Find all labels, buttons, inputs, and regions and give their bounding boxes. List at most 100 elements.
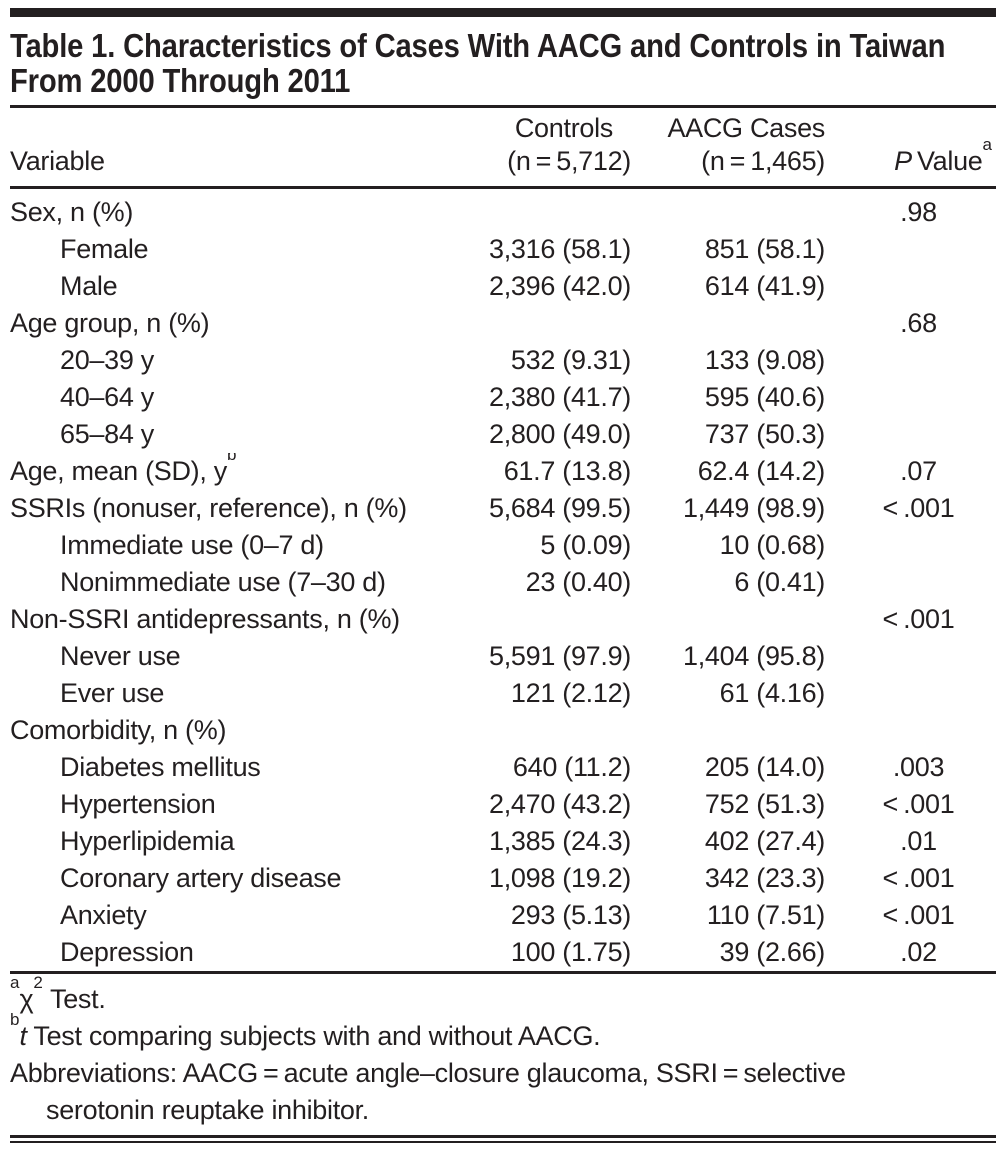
- cases-value: 342 (23.3): [704, 863, 825, 893]
- cases-value: [655, 601, 855, 638]
- table-row: 65–84 y 2,800 (49.0) 737 (50.3): [10, 416, 996, 453]
- table-row: Coronary artery disease 1,098 (19.2) 342 (…: [10, 860, 996, 897]
- table-row: Male 2,396 (42.0) 614 (41.9): [10, 268, 996, 305]
- footnotes-block: aχ2 Test. bt Test comparing subjects wit…: [10, 974, 996, 1129]
- controls-value: 2,470 (43.2): [489, 789, 631, 819]
- pvalue-header-text: Value: [911, 146, 983, 176]
- p-value: .02: [900, 937, 937, 967]
- p-value: < .001: [882, 493, 955, 523]
- table-row: Anxiety 293 (5.13) 110 (7.51) < .001: [10, 897, 996, 934]
- controls-value: [460, 712, 655, 749]
- p-value: [855, 675, 996, 712]
- pvalue-italic-p: P: [894, 146, 912, 176]
- controls-value: 1,385 (24.3): [489, 826, 631, 856]
- p-value: .01: [900, 826, 937, 856]
- table-row: Ever use 121 (2.12) 61 (4.16): [10, 675, 996, 712]
- row-label: Ever use: [60, 678, 165, 708]
- cases-value: 614 (41.9): [704, 271, 825, 301]
- cases-value: 1,404 (95.8): [683, 641, 825, 671]
- characteristics-table: Variable Controls (n = 5,712) AACG Cases…: [10, 108, 996, 974]
- row-label: Immediate use (0–7 d): [60, 530, 324, 560]
- cases-value: 595 (40.6): [704, 382, 825, 412]
- cases-header-line1: AACG Cases: [667, 113, 825, 143]
- controls-value: 100 (1.75): [510, 937, 631, 967]
- table-row: SSRIs (nonuser, reference), n (%) 5,684 (…: [10, 490, 996, 527]
- table-row: Hypertension 2,470 (43.2) 752 (51.3) < .001: [10, 786, 996, 823]
- cases-value: 133 (9.08): [704, 345, 825, 375]
- row-label: Female: [60, 234, 149, 264]
- footnote-b-text: Test comparing subjects with and without…: [26, 1021, 601, 1051]
- controls-header-line2: (n = 5,712): [507, 146, 631, 176]
- table-row: Nonimmediate use (7–30 d) 23 (0.40) 6 (0.4…: [10, 564, 996, 601]
- row-label: Comorbidity, n (%): [10, 715, 227, 745]
- p-value: [855, 638, 996, 675]
- column-header-variable: Variable: [10, 108, 460, 189]
- abbreviations-line1: Abbreviations: AACG = acute angle–closur…: [10, 1058, 846, 1088]
- p-value: [855, 712, 996, 749]
- cases-value: [655, 188, 855, 232]
- table-title: Table 1. Characteristics of Cases With A…: [10, 27, 946, 99]
- row-label: Hyperlipidemia: [60, 826, 235, 856]
- p-value: [855, 564, 996, 601]
- controls-value: 5,591 (97.9): [489, 641, 631, 671]
- row-label: Age group, n (%): [10, 308, 210, 338]
- cases-value: 62.4 (14.2): [697, 456, 826, 486]
- cases-value: 752 (51.3): [704, 789, 825, 819]
- table-row: Age group, n (%) .68: [10, 305, 996, 342]
- table-row: Age, mean (SD), yb 61.7 (13.8) 62.4 (14.2)…: [10, 453, 996, 490]
- controls-value: 2,396 (42.0): [489, 271, 631, 301]
- title-divider-rule: [10, 105, 996, 108]
- p-value: [855, 527, 996, 564]
- table-row: Non-SSRI antidepressants, n (%) < .001: [10, 601, 996, 638]
- p-value: .07: [900, 456, 937, 486]
- table-header: Variable Controls (n = 5,712) AACG Cases…: [10, 108, 996, 189]
- cases-value: 402 (27.4): [704, 826, 825, 856]
- row-label: Coronary artery disease: [60, 863, 342, 893]
- footnote-a-marker: a: [10, 973, 20, 992]
- table-row: Immediate use (0–7 d) 5 (0.09) 10 (0.68): [10, 527, 996, 564]
- cases-value: 1,449 (98.9): [683, 493, 825, 523]
- row-label: Anxiety: [60, 900, 147, 930]
- footnote-b-marker: b: [10, 1010, 20, 1029]
- row-label: Hypertension: [60, 789, 216, 819]
- controls-value: 532 (9.31): [510, 345, 631, 375]
- row-label: 65–84 y: [60, 419, 154, 449]
- controls-value: 1,098 (19.2): [489, 863, 631, 893]
- column-header-pvalue: P Valuea: [855, 108, 996, 189]
- cases-value: 110 (7.51): [706, 900, 825, 930]
- row-label: 20–39 y: [60, 345, 154, 375]
- p-value: .98: [900, 197, 937, 227]
- row-label-superscript: b: [226, 453, 237, 464]
- p-value: [855, 268, 996, 305]
- controls-value: [460, 601, 655, 638]
- p-value: [855, 379, 996, 416]
- footnote-a: aχ2 Test.: [10, 974, 996, 1018]
- controls-value: 293 (5.13): [510, 900, 631, 930]
- table-title-block: Table 1. Characteristics of Cases With A…: [10, 28, 985, 98]
- table-row: Female 3,316 (58.1) 851 (58.1): [10, 231, 996, 268]
- p-value: < .001: [882, 900, 955, 930]
- table-row: Sex, n (%) .98: [10, 188, 996, 232]
- p-value: [855, 231, 996, 268]
- controls-value: 5 (0.09): [540, 530, 631, 560]
- controls-value: 61.7 (13.8): [503, 456, 632, 486]
- row-label: Depression: [60, 937, 194, 967]
- footnote-a-text: Test.: [42, 984, 106, 1014]
- cases-value: 61 (4.16): [719, 678, 826, 708]
- controls-header-line1: Controls: [514, 113, 613, 143]
- table-row: Never use 5,591 (97.9) 1,404 (95.8): [10, 638, 996, 675]
- table-row: Diabetes mellitus 640 (11.2) 205 (14.0) .00…: [10, 749, 996, 786]
- footnote-a-chi-exponent: 2: [33, 973, 43, 992]
- column-header-controls: Controls (n = 5,712): [460, 108, 655, 189]
- controls-value: 640 (11.2): [512, 752, 631, 782]
- controls-value: [460, 305, 655, 342]
- cases-value: [655, 305, 855, 342]
- table-row: 20–39 y 532 (9.31) 133 (9.08): [10, 342, 996, 379]
- p-value: < .001: [882, 604, 955, 634]
- p-value: < .001: [882, 789, 955, 819]
- cases-value: 205 (14.0): [704, 752, 825, 782]
- table-row: Hyperlipidemia 1,385 (24.3) 402 (27.4) .01: [10, 823, 996, 860]
- footnote-abbreviations: Abbreviations: AACG = acute angle–closur…: [10, 1055, 996, 1129]
- cases-value: 737 (50.3): [704, 419, 825, 449]
